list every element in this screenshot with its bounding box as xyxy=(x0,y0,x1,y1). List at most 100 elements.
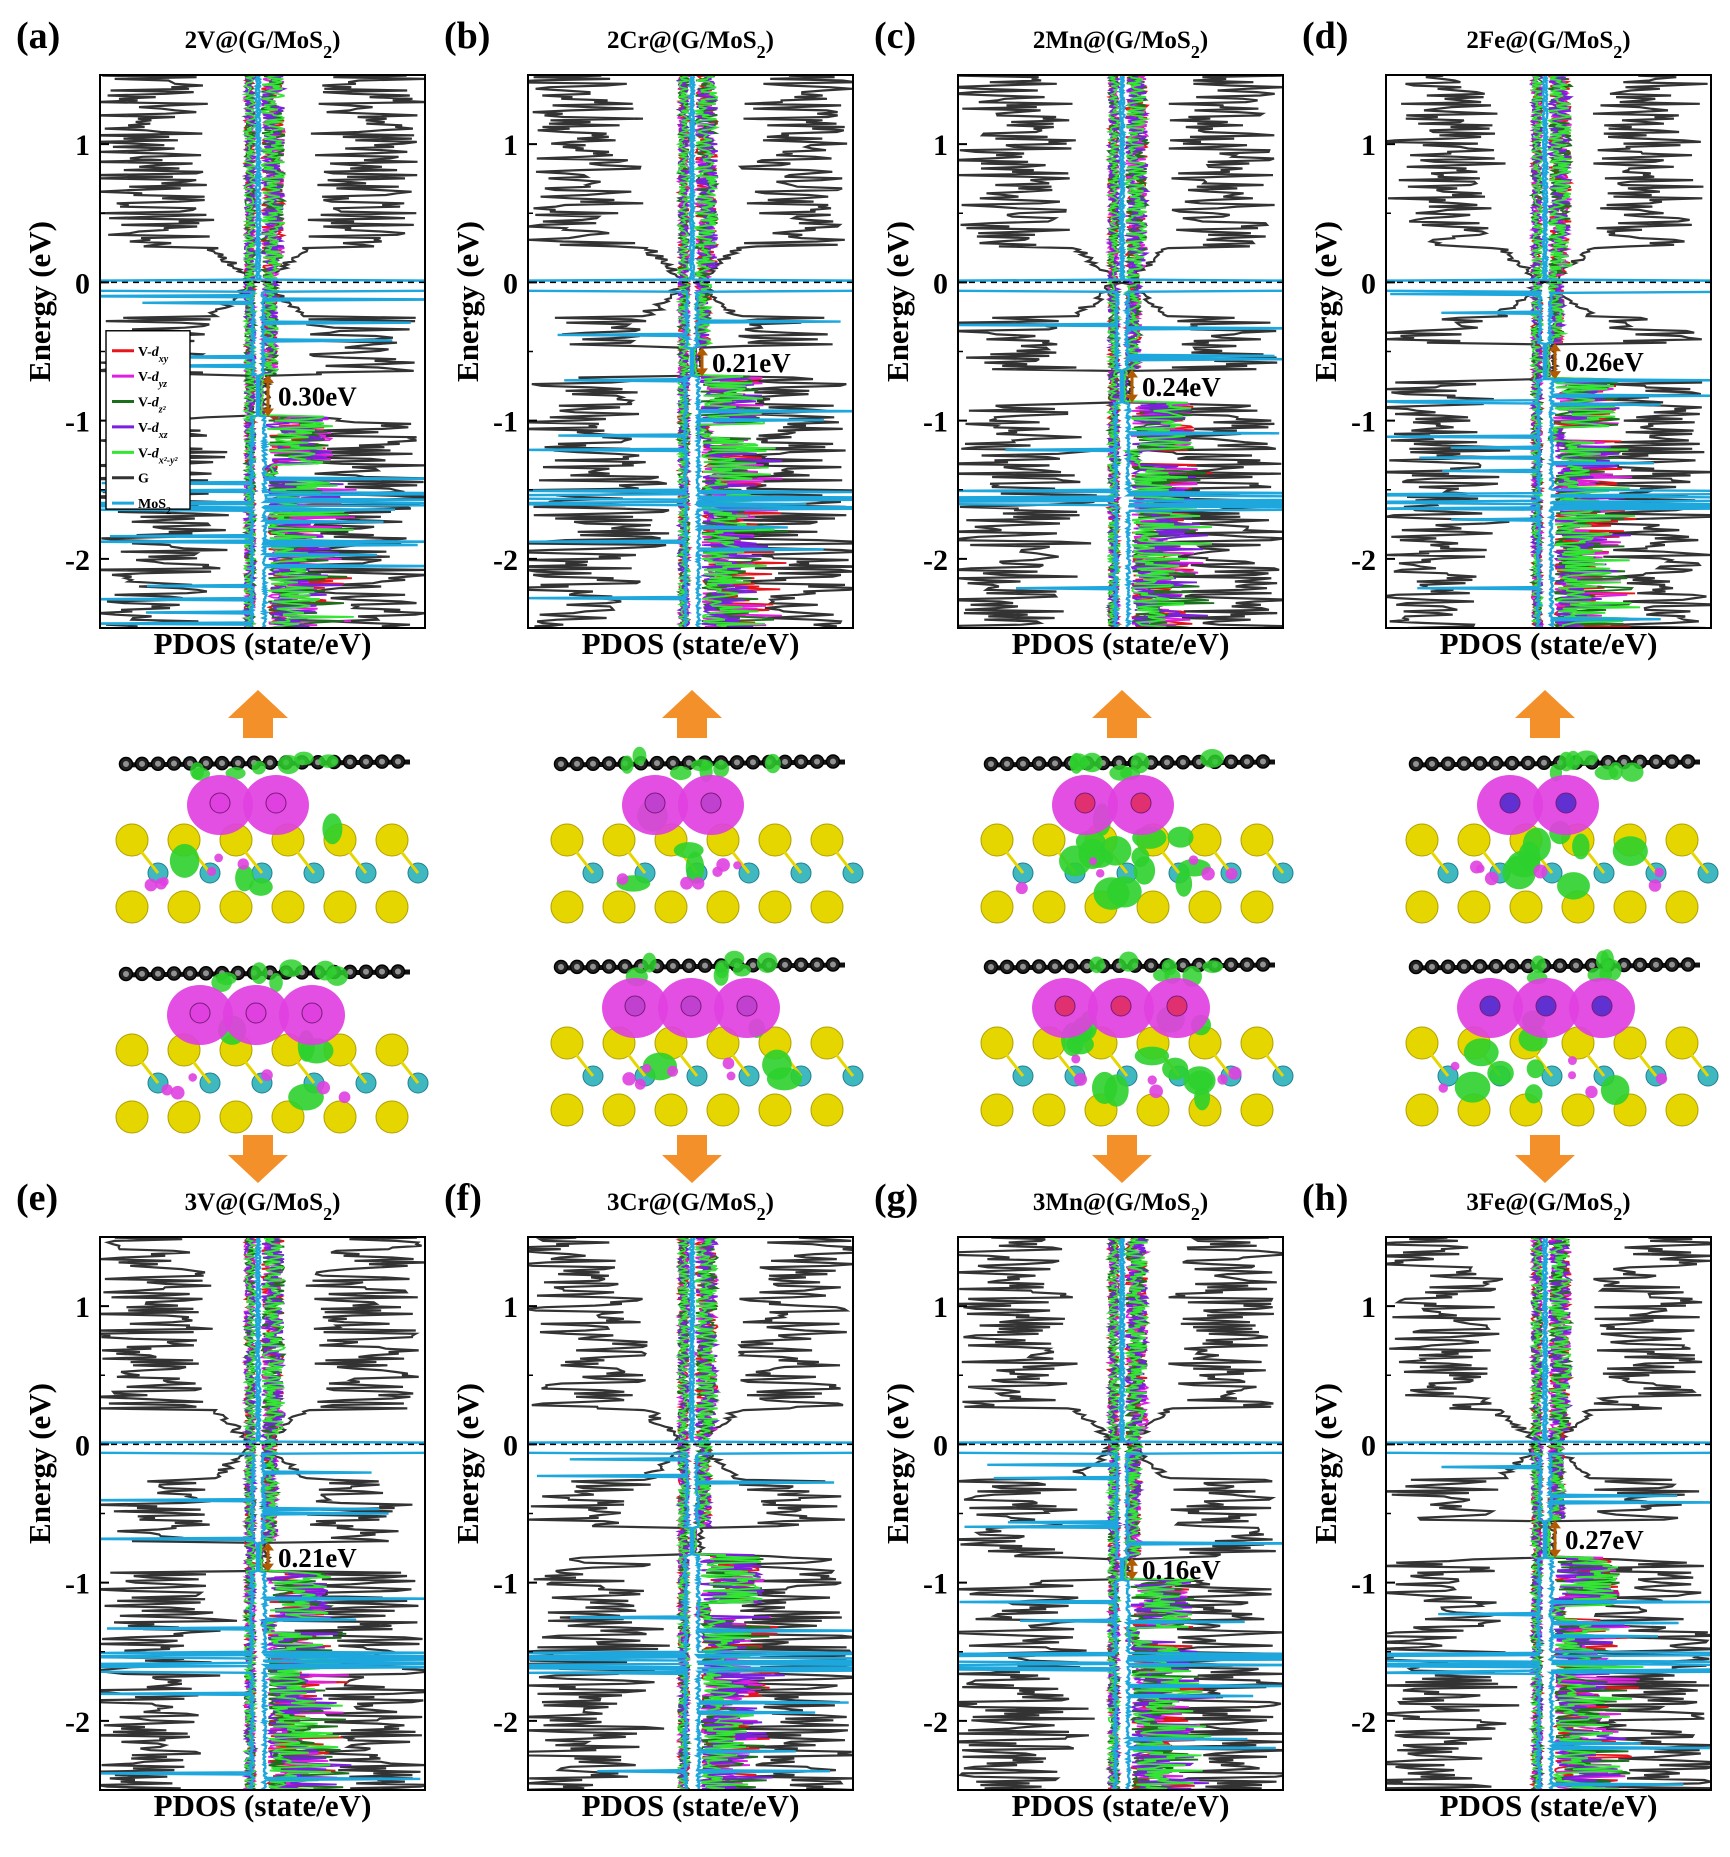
panel-label: (d) xyxy=(1302,15,1348,57)
down-arrow xyxy=(228,1135,288,1183)
panel-title: 2Mn@(G/MoS2) xyxy=(1033,27,1208,62)
band-gap-label: 0.16eV xyxy=(1142,1555,1221,1585)
graphene-pdos-down xyxy=(1386,1237,1545,1790)
legend-entry: MoS2 xyxy=(138,497,171,516)
y-axis-label: Energy (eV) xyxy=(450,1383,485,1544)
mos2-pdos-up xyxy=(256,1237,425,1790)
x-axis-label: PDOS (state/eV) xyxy=(1012,626,1230,661)
y-axis-label: Energy (eV) xyxy=(22,1383,57,1544)
graphene-pdos-down xyxy=(528,1237,692,1790)
panel-label: (g) xyxy=(874,1177,918,1219)
y-tick-label: -2 xyxy=(923,544,948,577)
graphene-pdos-up xyxy=(1544,75,1711,628)
panel-label: (b) xyxy=(444,15,490,57)
pdos-panel-d: -2 -1 0 1 Energy (eV) PDOS (state/eV) (d) 2Fe@(… xyxy=(1302,15,1712,661)
metal-dxz-pdos-up xyxy=(1121,1237,1214,1790)
metal-dx2y2-pdos-up xyxy=(692,1237,763,1790)
y-axis-label: Energy (eV) xyxy=(880,1383,915,1544)
y-tick-label: -1 xyxy=(65,406,90,439)
x-axis-label: PDOS (state/eV) xyxy=(582,626,800,661)
metal-dx2y2-pdos-down xyxy=(1528,75,1546,628)
panel-title: 2Cr@(G/MoS2) xyxy=(607,27,774,62)
y-tick-label: 1 xyxy=(75,1291,90,1324)
metal-dx2y2-pdos-down xyxy=(241,1237,259,1790)
legend-entry: V-dxy xyxy=(138,345,169,365)
up-arrow xyxy=(1515,690,1575,738)
panel-label: (c) xyxy=(874,15,916,57)
mos2-pdos-up xyxy=(689,1237,853,1790)
legend-entry: V-dx²-y² xyxy=(138,446,179,466)
mos2-pdos-down xyxy=(1386,75,1548,628)
panel-label: (h) xyxy=(1302,1177,1348,1219)
transition-arrows xyxy=(228,690,1575,1183)
band-gap-label: 0.21eV xyxy=(712,348,791,378)
y-tick-label: -1 xyxy=(923,1568,948,1601)
band-gap-label: 0.26eV xyxy=(1565,347,1644,377)
band-gap-annotation xyxy=(1549,1520,1561,1558)
y-tick-label: 0 xyxy=(933,267,948,300)
panel-title: 3Cr@(G/MoS2) xyxy=(607,1189,774,1224)
x-axis-label: PDOS (state/eV) xyxy=(1440,626,1658,661)
y-tick-label: 1 xyxy=(1361,129,1376,162)
graphene-pdos-down xyxy=(958,1237,1121,1790)
y-axis-label: Energy (eV) xyxy=(880,221,915,382)
graphene-pdos-up xyxy=(692,1237,853,1790)
y-tick-label: -2 xyxy=(1351,544,1376,577)
metal-dxz-pdos-down xyxy=(1528,75,1546,628)
graphene-pdos-up xyxy=(1120,75,1283,628)
y-tick-label: -2 xyxy=(923,1706,948,1739)
pdos-panel-c: -2 -1 0 1 Energy (eV) PDOS (state/eV) (c) 2Mn@(… xyxy=(874,15,1284,661)
mos2-pdos-up xyxy=(1119,75,1283,628)
y-axis-label: Energy (eV) xyxy=(1308,221,1343,382)
y-tick-label: -2 xyxy=(493,544,518,577)
down-arrow xyxy=(662,1135,722,1183)
structure-2Fe xyxy=(1405,750,1719,924)
band-gap-annotation xyxy=(262,1542,274,1572)
band-gap-annotation xyxy=(696,347,708,377)
mos2-pdos-up xyxy=(689,75,853,628)
graphene-pdos-down xyxy=(958,75,1124,628)
up-arrow xyxy=(1092,690,1152,738)
metal-dx2y2-pdos-up xyxy=(1545,75,1641,628)
panel-title: 2V@(G/MoS2) xyxy=(185,27,341,62)
legend-entry: V-dxz xyxy=(138,421,168,441)
y-axis-label: Energy (eV) xyxy=(450,221,485,382)
band-gap-label: 0.27eV xyxy=(1565,1525,1644,1555)
y-tick-label: 1 xyxy=(75,129,90,162)
graphene-pdos-up xyxy=(1546,1237,1711,1790)
y-tick-label: 1 xyxy=(933,129,948,162)
metal-dx2y2-pdos-up xyxy=(258,75,354,628)
graphene-pdos-down xyxy=(1386,75,1546,628)
y-tick-label: -2 xyxy=(65,544,90,577)
y-tick-label: -2 xyxy=(1351,1706,1376,1739)
panel-title: 3Mn@(G/MoS2) xyxy=(1033,1189,1208,1224)
y-tick-label: -1 xyxy=(493,1568,518,1601)
mos2-pdos-down xyxy=(1386,1237,1548,1790)
panel-title: 2Fe@(G/MoS2) xyxy=(1466,27,1630,62)
band-gap-label: 0.30eV xyxy=(278,382,357,412)
y-tick-label: -1 xyxy=(1351,406,1376,439)
pdos-panels: -2 -1 0 1 Energy (eV) PDOS (state/eV) (a) 2V@(G… xyxy=(16,15,1712,1823)
panel-label: (a) xyxy=(16,15,60,57)
y-tick-label: -1 xyxy=(1351,1568,1376,1601)
y-tick-label: 1 xyxy=(933,1291,948,1324)
up-arrow xyxy=(662,690,722,738)
structure-2Mn xyxy=(980,749,1294,924)
y-tick-label: -2 xyxy=(493,1706,518,1739)
structure-2Cr xyxy=(550,746,864,924)
y-tick-label: -1 xyxy=(923,406,948,439)
charge-density-structures xyxy=(115,746,1719,1134)
pdos-panel-f: -2 -1 0 1 Energy (eV) PDOS (state/eV) (f) 3Cr@(… xyxy=(444,1177,854,1823)
pdos-panel-h: -2 -1 0 1 Energy (eV) PDOS (state/eV) (h) 3Fe@(… xyxy=(1302,1177,1712,1823)
up-arrow xyxy=(228,690,288,738)
x-axis-label: PDOS (state/eV) xyxy=(1012,1788,1230,1823)
structure-3Mn xyxy=(980,951,1294,1127)
legend: V-dxy V-dyz V-dz² V-dxz V-dx²-y² G MoS2 xyxy=(105,330,191,517)
legend-entry: G xyxy=(138,472,149,487)
mos2-pdos-down xyxy=(100,1237,261,1790)
mos2-pdos-down xyxy=(100,75,261,628)
y-tick-label: 0 xyxy=(75,267,90,300)
y-tick-label: 1 xyxy=(503,1291,518,1324)
down-arrow xyxy=(1092,1135,1152,1183)
